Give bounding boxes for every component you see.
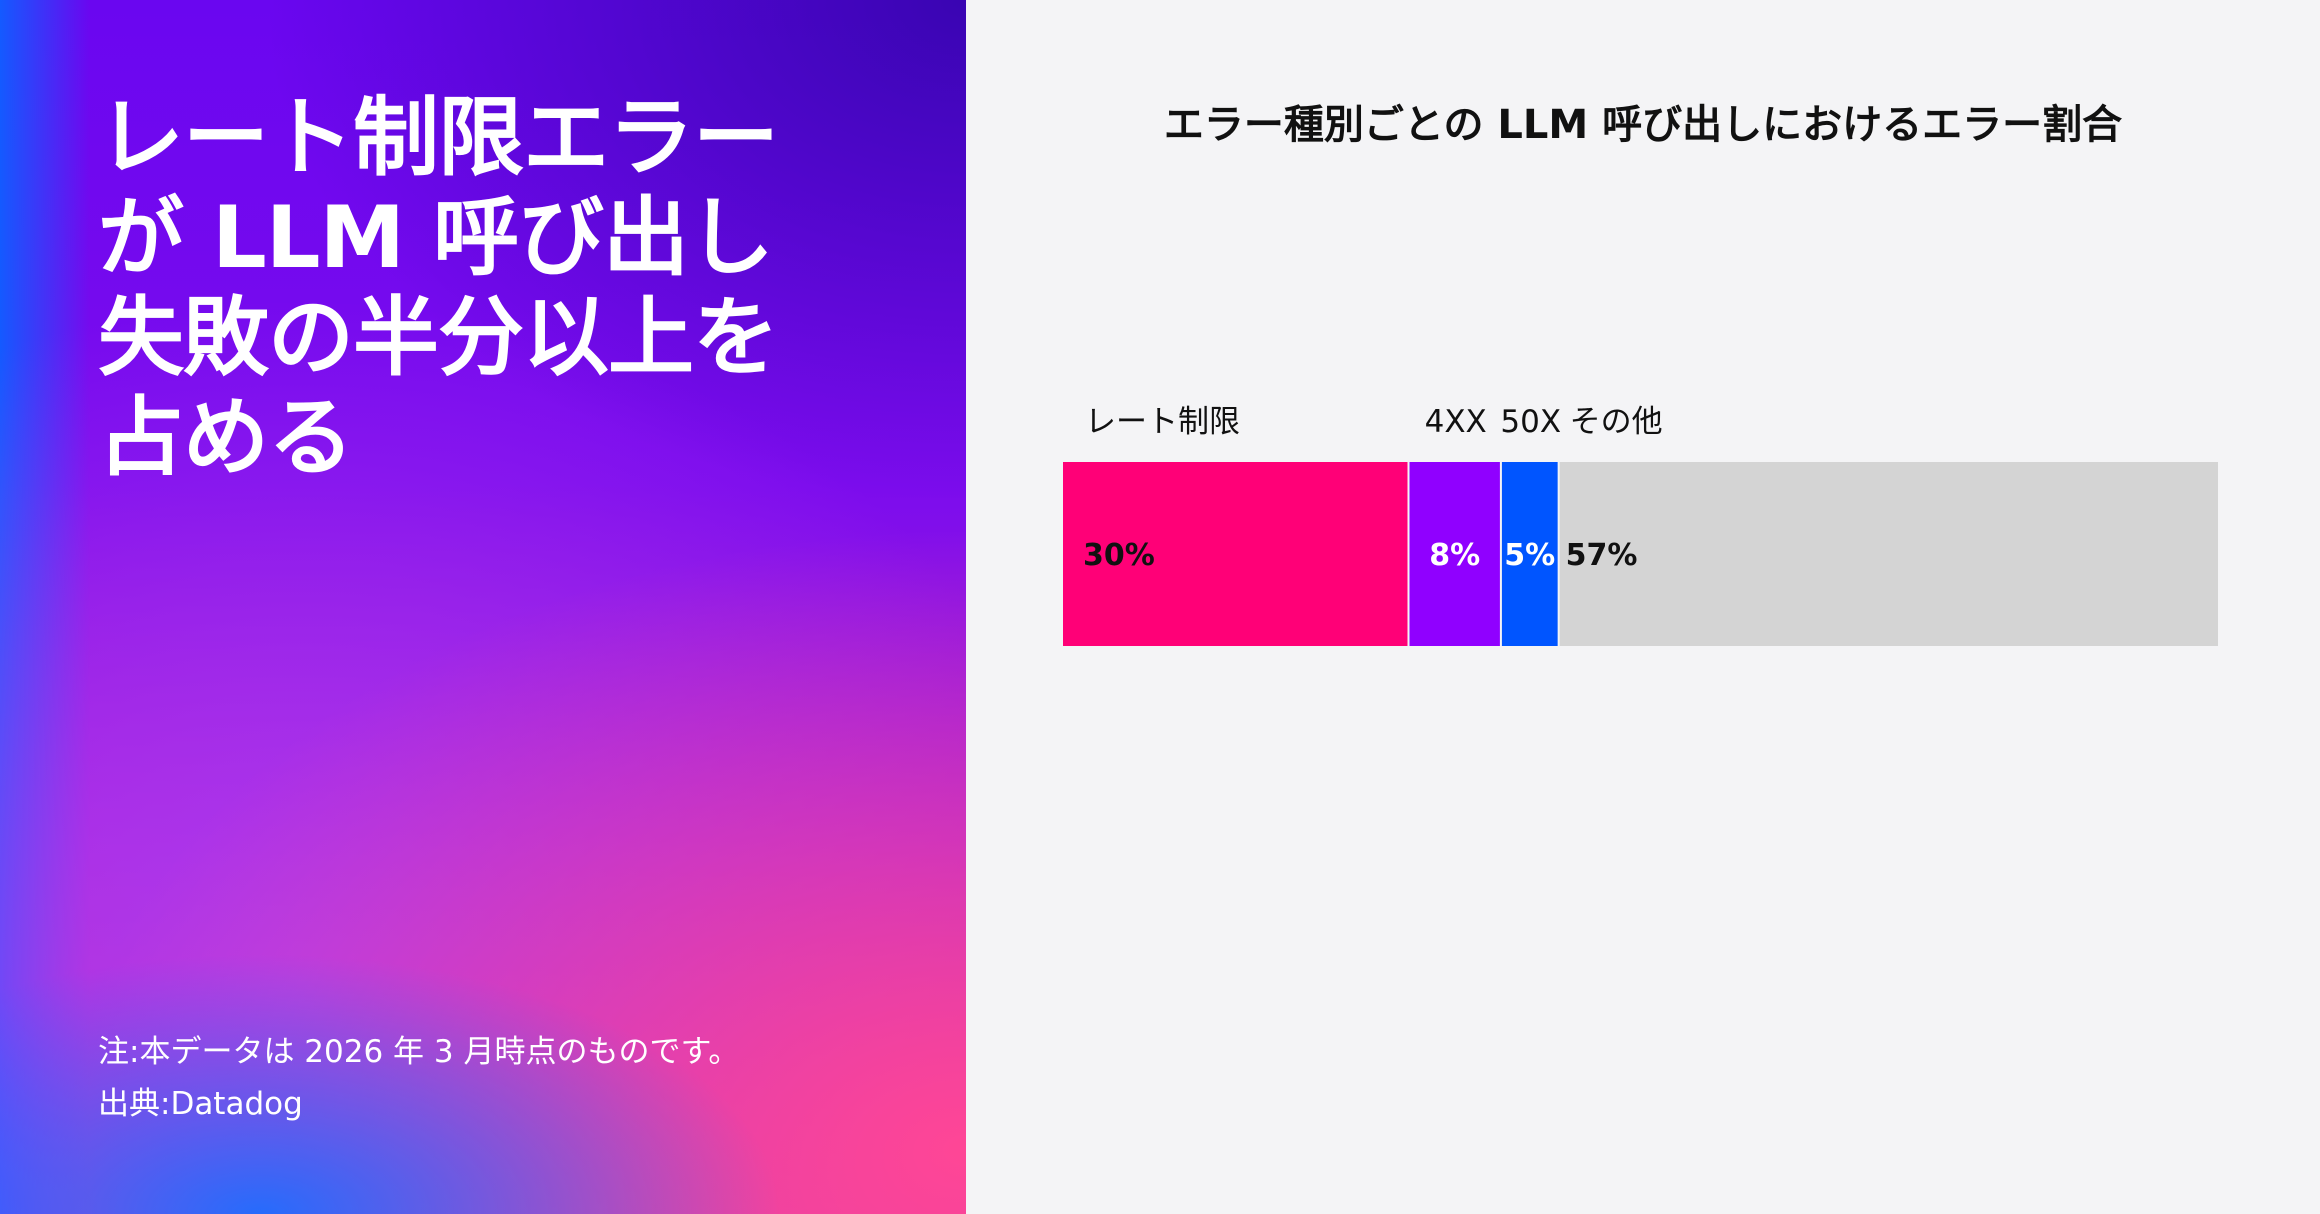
bar-segment [1559, 462, 2218, 646]
value-label: 8% [1429, 538, 1480, 573]
headline: レート制限エラー が LLM 呼び出し 失敗の半分以上を 占める [98, 88, 858, 488]
value-label: 5% [1504, 538, 1555, 573]
chart-title: エラー種別ごとの LLM 呼び出しにおけるエラー割合 [1163, 102, 2123, 148]
data-date-note: 注:本データは 2026 年 3 月時点のものです。 [98, 1034, 740, 1070]
category-label: その他 [1570, 404, 1663, 440]
headline-line: 占める [98, 388, 354, 488]
value-label: 30% [1083, 538, 1155, 573]
headline-line: レート制限エラー [98, 88, 779, 188]
bar-segment [1063, 462, 1408, 646]
category-label: 4XX [1425, 404, 1487, 440]
headline-line: 失敗の半分以上を [98, 288, 779, 388]
headline-line: が LLM 呼び出し [98, 188, 774, 288]
bar-segment [1409, 462, 1500, 646]
bar-segment [1501, 462, 1558, 646]
category-label: 50X [1500, 404, 1561, 440]
category-label: レート制限 [1085, 404, 1240, 440]
left-panel: レート制限エラー が LLM 呼び出し 失敗の半分以上を 占める 注:本データは… [0, 0, 966, 1214]
source-note: 出典:Datadog [98, 1086, 303, 1122]
value-label: 57% [1566, 538, 1638, 573]
